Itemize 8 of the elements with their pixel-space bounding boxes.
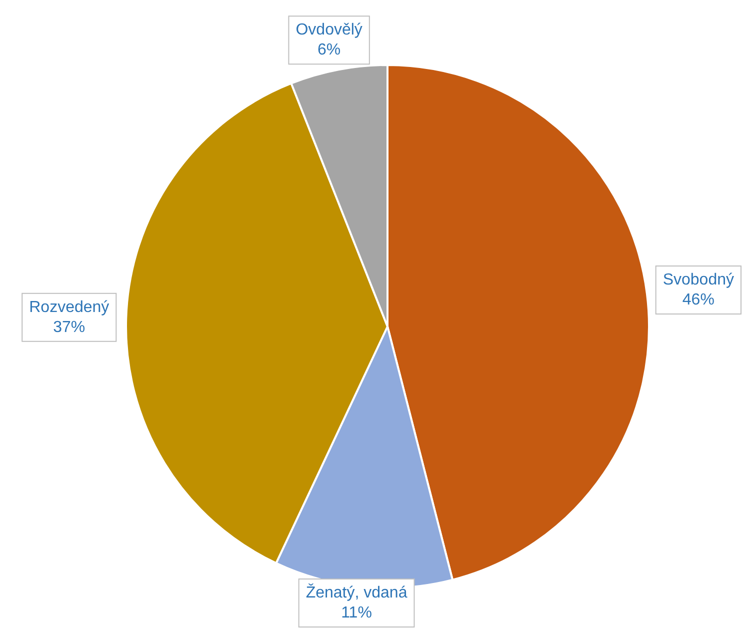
slice-label: Ovdovělý <box>296 22 362 39</box>
slice-label: Rozvedený <box>29 298 110 316</box>
data-label: 6% <box>318 42 341 59</box>
slice-label: Svobodný <box>662 271 734 288</box>
data-label: 46% <box>682 291 714 308</box>
data-label: 11% <box>341 604 372 622</box>
data-label: 37% <box>53 318 86 336</box>
slice-label: Ženatý, vdaná <box>306 583 408 602</box>
